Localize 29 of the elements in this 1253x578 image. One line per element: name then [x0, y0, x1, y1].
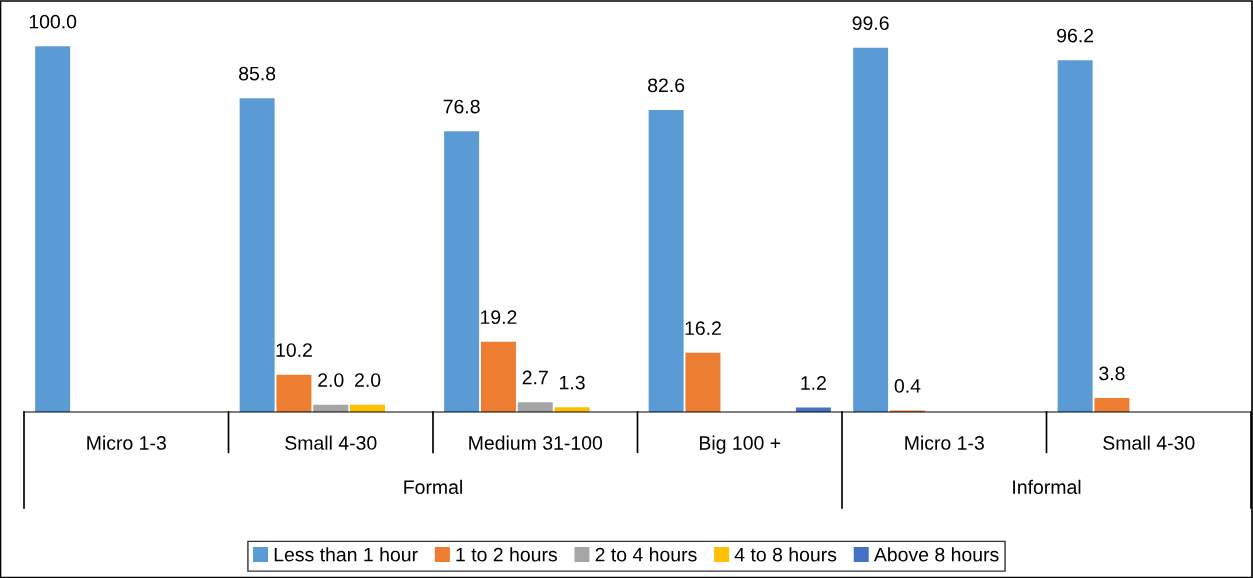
data-label: 1.2 — [801, 376, 826, 390]
text: Informal — [1013, 479, 1081, 495]
data-label: 82.6 — [648, 78, 685, 93]
legend-label: 1 to 2 hours — [456, 547, 557, 562]
x-tick-label: Small 4-30 — [1103, 435, 1195, 450]
x-tick-label: Micro 1-3 — [87, 435, 166, 450]
legend-label: 2 to 4 hours — [595, 547, 697, 562]
data-label: 10.2 — [276, 343, 312, 357]
legend-label: Above 8 hours — [873, 547, 999, 562]
data-label: 16.2 — [685, 321, 721, 336]
data-label: 96.2 — [1057, 28, 1094, 43]
x-tick-label: Micro 1-3 — [905, 435, 984, 450]
legend-label: Less than 1 hour — [274, 547, 418, 562]
data-label: 76.8 — [443, 99, 480, 114]
data-label: 0.4 — [894, 379, 921, 393]
x-tick-label: Big 100 + — [699, 435, 781, 454]
data-label: 1.3 — [560, 375, 585, 390]
x-tick-label: Medium 31-100 — [469, 435, 603, 450]
data-label: 3.8 — [1099, 366, 1125, 381]
data-label: 100.0 — [29, 14, 77, 29]
text: Formal — [404, 479, 462, 495]
data-label: 99.6 — [852, 16, 889, 31]
data-label: 85.8 — [239, 66, 276, 81]
x-tick-label: Small 4-30 — [285, 435, 377, 450]
data-label: 19.2 — [481, 310, 517, 325]
legend-label: 4 to 8 hours — [734, 547, 837, 562]
data-label: 2.0 — [318, 373, 344, 387]
data-label: 2.0 — [355, 373, 381, 387]
data-label: 2.7 — [522, 370, 548, 385]
